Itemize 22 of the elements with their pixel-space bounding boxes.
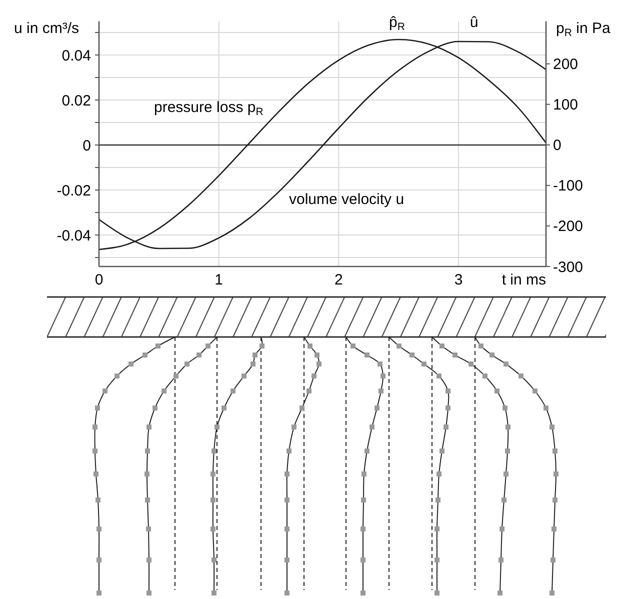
y2-tick-label: -100: [553, 178, 584, 195]
y-tick-label: 0.04: [62, 47, 91, 64]
y2-tick-label: -300: [553, 258, 584, 276]
x-tick-label: 1: [214, 272, 224, 288]
x-tick-label: 2: [334, 272, 343, 288]
y2-axis-title: p$_{R}$ in Pa: [556, 20, 611, 40]
annotation: p̂$_{R}$: [389, 14, 406, 34]
y-tick-label: -0.04: [56, 227, 91, 244]
annotation: volume velocity u: [289, 191, 404, 208]
x-tick-label: 0: [94, 272, 104, 288]
y2-tick-label: 200: [553, 56, 578, 74]
annotation: pressure loss p$_{R}$: [154, 99, 264, 118]
y-tick-label: -0.02: [56, 182, 91, 200]
y2-tick-label: 0: [553, 137, 562, 154]
y-axis-title: u in cm³/s: [14, 20, 80, 37]
y2-tick-label: 100: [553, 96, 578, 114]
annotation: û: [470, 14, 478, 31]
y2-tick-label: -200: [553, 218, 584, 236]
y-tick-label: 0: [82, 137, 91, 154]
x-tick-label: 3: [454, 272, 463, 288]
x-axis-title: t in ms: [502, 272, 546, 288]
y-tick-label: 0.02: [62, 92, 91, 110]
